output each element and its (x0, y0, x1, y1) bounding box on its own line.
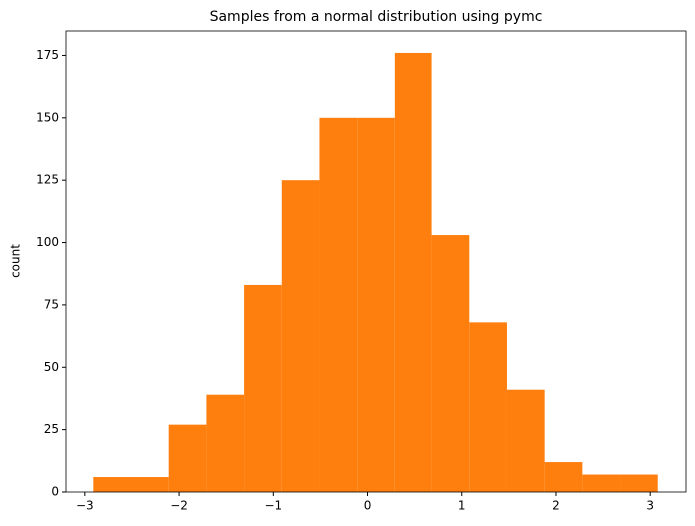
bar (506, 389, 545, 492)
y-tick-label: 175 (36, 48, 59, 62)
bar (206, 394, 245, 492)
y-tick-label: 150 (36, 110, 59, 124)
bar (319, 117, 358, 492)
bar (431, 235, 470, 492)
y-tick-label: 100 (36, 235, 59, 249)
y-tick-label: 25 (44, 422, 59, 436)
x-tick-label: 3 (646, 499, 654, 513)
y-tick-label: 125 (36, 173, 59, 187)
bar (357, 117, 395, 492)
x-tick-label: −1 (264, 499, 282, 513)
x-tick-label: −3 (76, 499, 94, 513)
y-tick-label: 75 (44, 297, 59, 311)
bar (620, 474, 658, 492)
x-tick-label: 2 (552, 499, 560, 513)
bar (394, 52, 432, 492)
bar (544, 462, 583, 492)
bar (469, 322, 507, 492)
x-tick-label: 0 (364, 499, 372, 513)
bar (93, 477, 132, 492)
x-tick-label: −2 (170, 499, 188, 513)
y-axis-label: count (9, 244, 23, 278)
x-tick-label: 1 (458, 499, 466, 513)
bar (131, 477, 169, 492)
bar (582, 474, 621, 492)
bar (244, 284, 282, 492)
chart-title: Samples from a normal distribution using… (210, 9, 543, 25)
y-tick-label: 50 (44, 360, 59, 374)
bar (168, 424, 207, 492)
bar (281, 180, 320, 493)
y-tick-label: 0 (51, 485, 59, 499)
axes-frame (65, 30, 687, 493)
